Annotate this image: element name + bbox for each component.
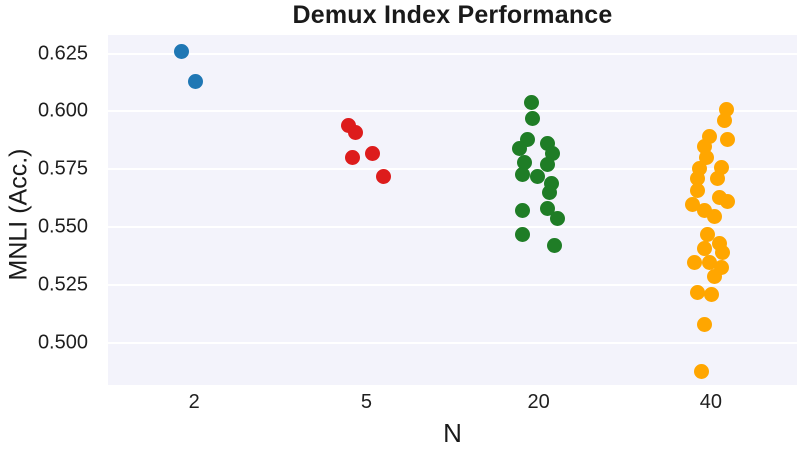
scatter-point [715, 245, 731, 261]
scatter-point [685, 196, 701, 212]
scatter-point [702, 254, 718, 270]
scatter-point [720, 131, 736, 147]
y-tick-label: 0.500 [37, 331, 88, 354]
scatter-point [694, 363, 710, 379]
scatter-point [344, 150, 360, 166]
x-tick-label: 2 [188, 391, 200, 413]
scatter-point [515, 226, 531, 242]
scatter-point [719, 101, 735, 117]
scatter-point [687, 254, 703, 270]
y-tick-label: 0.550 [37, 215, 88, 238]
gridline [108, 342, 797, 345]
scatter-point [690, 284, 706, 300]
scatter-point [697, 138, 713, 154]
scatter-point [720, 194, 736, 210]
scatter-point [697, 240, 713, 256]
scatter-point [515, 202, 531, 218]
scatter-point [547, 238, 563, 254]
scatter-point [542, 185, 558, 201]
scatter-point [173, 43, 189, 59]
gridline [108, 168, 797, 171]
scatter-point [364, 145, 380, 161]
scatter-point [717, 113, 733, 129]
scatter-point [707, 268, 723, 284]
scatter-point [707, 209, 723, 225]
x-tick-label: 40 [699, 391, 722, 413]
scatter-point [517, 154, 533, 170]
y-tick-label: 0.525 [37, 273, 88, 296]
scatter-point [187, 73, 203, 89]
y-tick-label: 0.600 [37, 99, 88, 122]
x-tick-label: 20 [527, 391, 550, 413]
scatter-point [540, 157, 556, 173]
scatter-point [710, 171, 726, 187]
scatter-point [525, 110, 541, 126]
scatter-point [704, 287, 720, 303]
y-tick-label: 0.625 [37, 42, 88, 65]
scatter-point [714, 159, 730, 175]
gridline [108, 110, 797, 113]
scatter-point [375, 168, 391, 184]
scatter-point [347, 124, 363, 140]
chart-title: Demux Index Performance [292, 1, 613, 29]
y-tick-label: 0.575 [37, 157, 88, 180]
scatter-point [550, 210, 566, 226]
x-axis-label: N [443, 418, 462, 448]
scatter-point [690, 171, 706, 187]
scatter-point [690, 182, 706, 198]
scatter-point [530, 168, 546, 184]
plot-area [108, 35, 797, 385]
scatter-point [545, 145, 561, 161]
gridline [108, 284, 797, 287]
scatter-point [515, 166, 531, 182]
gridline [108, 226, 797, 229]
gridline [108, 52, 797, 55]
scatter-point [700, 226, 716, 242]
scatter-point [524, 94, 540, 110]
scatter-point [697, 317, 713, 333]
scatter-point [512, 141, 528, 157]
x-tick-label: 5 [360, 391, 372, 413]
